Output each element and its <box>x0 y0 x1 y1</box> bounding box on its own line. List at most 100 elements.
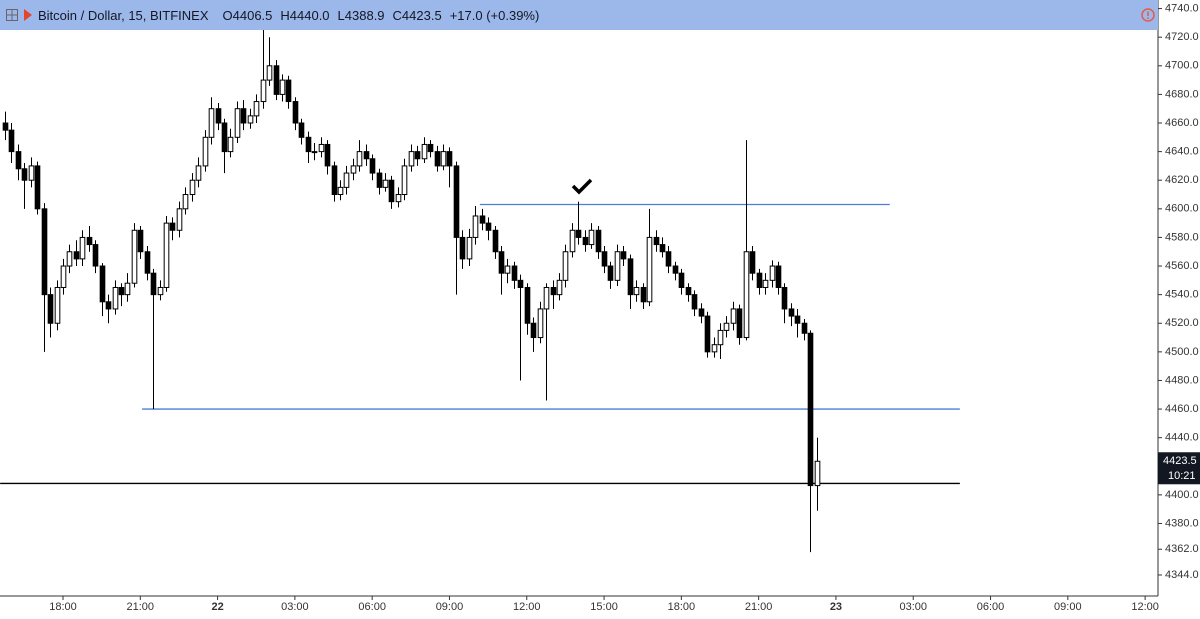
plot-area <box>0 30 960 553</box>
candle-body <box>524 286 531 324</box>
x-tick-label: 15:00 <box>590 601 618 613</box>
candle-body <box>408 151 415 167</box>
candle-body <box>620 251 627 260</box>
y-tick-label: 4700.0 <box>1165 60 1199 72</box>
candle-body <box>569 229 576 253</box>
candle-body <box>717 329 724 346</box>
candle-body <box>562 251 569 281</box>
candle-body <box>292 101 299 124</box>
candle-body <box>427 143 434 153</box>
ohlc-close: C4423.5 <box>392 7 442 23</box>
candle-body <box>711 344 718 353</box>
candle-body <box>157 286 164 296</box>
y-tick-label: 4560.0 <box>1165 260 1199 272</box>
candle-body <box>208 108 215 138</box>
ohlc-high: H4440.0 <box>280 7 330 23</box>
candle-body <box>678 272 685 288</box>
y-tick-label: 4440.0 <box>1165 432 1199 444</box>
candle-body <box>440 151 447 167</box>
candle-body <box>195 165 202 181</box>
candle-body <box>769 265 776 281</box>
candle-body <box>363 151 370 160</box>
candle-body <box>762 279 769 288</box>
candle-body <box>331 165 338 196</box>
candle-body <box>337 186 344 196</box>
x-tick-label: 06:00 <box>977 601 1005 613</box>
x-tick-label: 21:00 <box>745 601 773 613</box>
candle-body <box>21 168 28 181</box>
x-tick-label: 06:00 <box>358 601 386 613</box>
candle-body <box>34 165 41 210</box>
candle-body <box>537 308 544 339</box>
candle-body <box>356 151 363 167</box>
candle-body <box>202 136 209 167</box>
last-price-tag <box>1158 452 1200 485</box>
y-tick-label: 4362.0 <box>1165 543 1199 555</box>
candle-body <box>781 286 788 310</box>
y-tick-label: 4680.0 <box>1165 88 1199 100</box>
candle-body <box>118 286 125 296</box>
last-price: 4423.5 <box>1163 455 1197 467</box>
x-tick-label: 12:00 <box>1131 601 1159 613</box>
ohlc-open: O4406.5 <box>222 7 273 23</box>
candle-body <box>814 460 821 487</box>
x-tick-label: 21:00 <box>127 601 155 613</box>
candle-body <box>305 136 312 153</box>
y-tick-label: 4720.0 <box>1165 31 1199 43</box>
candle-body <box>169 222 176 231</box>
candle-body <box>86 236 93 246</box>
candle-body <box>530 322 537 339</box>
candle-body <box>105 301 112 310</box>
candle-body <box>112 286 119 310</box>
x-tick-label: 18:00 <box>668 601 696 613</box>
y-tick-label: 4344.0 <box>1165 569 1199 581</box>
candle-body <box>54 286 61 324</box>
candle-body <box>240 108 247 124</box>
candle-body <box>685 286 692 296</box>
candle-body <box>60 265 67 288</box>
candle-body <box>234 108 241 138</box>
candle-body <box>485 222 492 231</box>
x-tick-label: 12:00 <box>513 601 541 613</box>
x-tick-label: 23 <box>830 601 842 613</box>
candle-body <box>99 265 106 303</box>
y-tick-label: 4540.0 <box>1165 289 1199 301</box>
y-tick-label: 4600.0 <box>1165 203 1199 215</box>
symbol-title[interactable]: Bitcoin / Dollar, 15, BITFINEX <box>38 7 209 23</box>
candle-body <box>517 279 524 288</box>
candle-body <box>131 229 138 284</box>
candle-body <box>414 151 421 160</box>
candle-body <box>466 236 473 260</box>
candle-body <box>543 286 550 310</box>
y-tick-label: 4400.0 <box>1165 489 1199 501</box>
candle-body <box>376 172 383 188</box>
candle-body <box>47 294 54 324</box>
candle-body <box>749 251 756 274</box>
candle-body <box>324 143 331 167</box>
candle-body <box>395 194 402 203</box>
countdown: 10:21 <box>1168 470 1196 482</box>
candle-body <box>189 179 196 196</box>
y-tick-label: 4380.0 <box>1165 517 1199 529</box>
y-tick-label: 4520.0 <box>1165 317 1199 329</box>
candle-body <box>388 179 395 203</box>
layout-icon <box>6 9 18 21</box>
candle-body <box>137 229 144 253</box>
candle-body <box>736 308 743 339</box>
candle-body <box>421 143 428 160</box>
candle-body <box>601 251 608 267</box>
alert-icon[interactable] <box>1141 8 1155 22</box>
y-tick-label: 4500.0 <box>1165 346 1199 358</box>
candle-body <box>215 108 222 124</box>
candle-body <box>659 244 666 253</box>
x-tick-label: 03:00 <box>281 601 309 613</box>
candle-body <box>582 236 589 246</box>
candle-body <box>73 251 80 260</box>
y-tick-label: 4660.0 <box>1165 117 1199 129</box>
x-tick-label: 09:00 <box>436 601 464 613</box>
candle-body <box>311 151 318 154</box>
candle-body <box>8 129 15 153</box>
candle-body <box>698 308 705 317</box>
